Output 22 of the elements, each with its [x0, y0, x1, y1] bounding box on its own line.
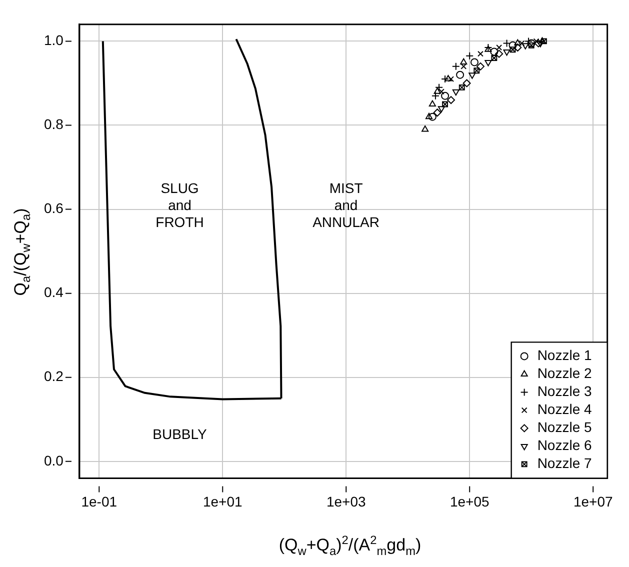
legend-label: Nozzle 3	[537, 383, 592, 400]
y-tick-label: 1.0	[44, 32, 64, 48]
text: (Q$_{w}$+Q$_{a}$)$^{2}$/(A$^{2}$$_{m}$gd$_{m}$)	[278, 533, 422, 558]
y-tick-label: 0.0	[44, 452, 64, 468]
legend-label: Nozzle 1	[537, 347, 592, 364]
x-tick-label: 1e+01	[202, 493, 242, 510]
x-tick-label: 1e+03	[326, 493, 366, 510]
annotation: MIST and ANNULAR	[312, 180, 380, 230]
y-tick-label: 0.2	[44, 368, 64, 384]
annotation: SLUG and FROTH	[156, 180, 204, 230]
legend-label: Nozzle 7	[537, 455, 592, 472]
y-tick-label: 0.8	[44, 116, 64, 132]
x-tick-label: 1e+07	[573, 493, 613, 510]
legend-label: Nozzle 4	[537, 401, 592, 418]
y-tick-label: 0.6	[44, 200, 64, 216]
legend-label: Nozzle 2	[537, 365, 592, 382]
legend-label: Nozzle 6	[537, 437, 592, 454]
y-tick-label: 0.4	[44, 284, 64, 300]
legend-label: Nozzle 5	[537, 419, 592, 436]
x-tick-label: 1e-01	[81, 493, 118, 510]
annotation: BUBBLY	[152, 426, 208, 442]
x-tick-label: 1e+05	[450, 493, 490, 510]
